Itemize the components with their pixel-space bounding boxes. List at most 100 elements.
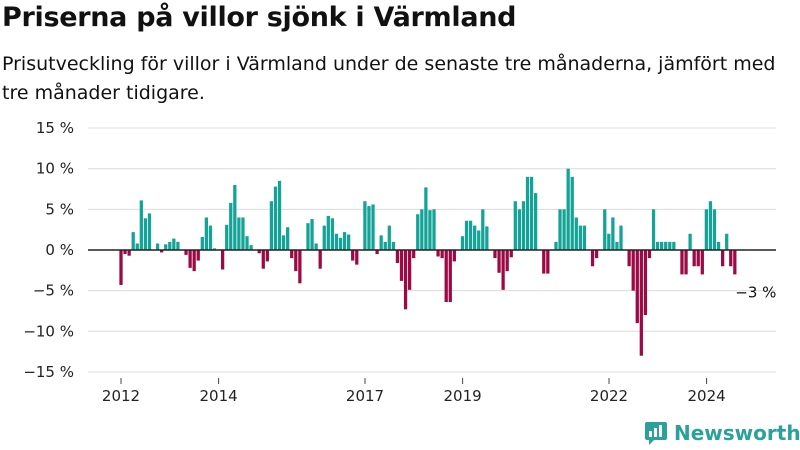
bar: [464, 220, 469, 250]
bar: [290, 250, 294, 259]
bar: [416, 214, 420, 250]
bar: [692, 250, 696, 267]
bar: [351, 250, 355, 261]
bar: [704, 209, 708, 250]
bar: [525, 176, 530, 250]
bar: [334, 233, 339, 250]
bar: [720, 250, 725, 267]
bar: [611, 217, 615, 250]
bar: [147, 213, 152, 250]
brand-name: Newsworthy: [674, 421, 800, 445]
bar: [355, 250, 359, 265]
bar: [399, 250, 404, 281]
y-tick-label: −15 %: [23, 363, 74, 381]
newsworthy-logo-icon: [645, 422, 667, 445]
bar: [188, 250, 192, 268]
bar: [237, 217, 241, 250]
bar: [257, 250, 261, 254]
y-tick-label: 10 %: [36, 160, 74, 178]
bar: [477, 230, 481, 250]
bar: [347, 234, 351, 250]
bar: [468, 220, 473, 250]
bar: [643, 250, 648, 316]
bar: [155, 243, 160, 250]
bar: [119, 250, 123, 285]
bar: [286, 227, 290, 250]
x-tick-label: 2017: [346, 387, 384, 405]
bar: [391, 241, 395, 250]
bar: [322, 225, 326, 250]
bar: [330, 218, 335, 250]
bar: [505, 250, 509, 272]
bar: [509, 250, 513, 258]
bar: [481, 209, 485, 250]
bar: [367, 206, 371, 250]
bar: [627, 250, 631, 267]
bar: [590, 250, 595, 267]
bar: [269, 201, 274, 250]
bar: [497, 250, 501, 273]
bar: [164, 244, 168, 250]
bar: [310, 219, 314, 250]
bar: [513, 201, 517, 250]
bar: [395, 250, 400, 264]
bar: [578, 225, 582, 250]
bar: [542, 250, 546, 274]
bar: [554, 241, 558, 250]
bar: [424, 187, 428, 250]
bar: [412, 250, 416, 259]
bar: [529, 176, 534, 250]
bar: [725, 233, 729, 250]
bar: [277, 180, 282, 250]
bar: [485, 226, 489, 250]
bar: [241, 217, 245, 250]
bar: [712, 209, 717, 250]
bar: [314, 243, 318, 250]
bar: [444, 250, 448, 303]
bar: [473, 225, 477, 250]
bar: [619, 225, 623, 250]
bar: [574, 217, 578, 250]
bar: [493, 250, 497, 259]
bar: [428, 210, 432, 250]
bar: [664, 241, 668, 250]
bar: [660, 241, 664, 250]
bar: [204, 217, 208, 250]
bar: [615, 241, 619, 250]
bar: [233, 184, 237, 250]
bar: [363, 201, 367, 250]
bar: [570, 176, 574, 250]
last-value-annotation: −3 %: [735, 283, 776, 301]
bar: [123, 250, 127, 255]
bars: [119, 168, 737, 356]
bar: [733, 250, 737, 275]
bar: [729, 250, 733, 267]
bar: [607, 233, 611, 250]
bar: [338, 237, 343, 251]
bar: [517, 209, 522, 250]
bar: [172, 238, 176, 250]
bar: [436, 250, 440, 257]
bar: [225, 224, 229, 250]
bar: [387, 225, 391, 250]
bar: [501, 250, 505, 290]
bar: [582, 225, 587, 250]
bar: [452, 250, 456, 262]
bar: [127, 250, 131, 256]
bar: [684, 250, 688, 275]
bar: [603, 209, 607, 250]
bar: [448, 250, 452, 303]
chart-title: Priserna på villor sjönk i Värmland: [2, 2, 517, 33]
bar: [639, 250, 643, 356]
bar: [460, 236, 465, 250]
y-tick-label: 5 %: [45, 200, 74, 218]
bar: [265, 250, 269, 262]
bar: [342, 232, 347, 250]
bar: [139, 200, 143, 250]
bar: [521, 201, 526, 250]
x-tick-label: 2024: [688, 387, 726, 405]
bar: [383, 241, 387, 250]
grid-lines: [88, 127, 776, 373]
bar: [631, 250, 635, 291]
x-tick-label: 2019: [444, 387, 482, 405]
